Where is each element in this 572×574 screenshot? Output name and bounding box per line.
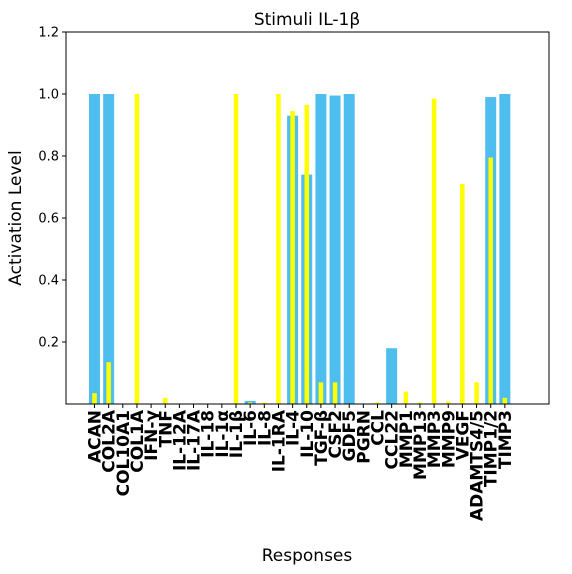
x-tick-label: ADAMTS4/5 bbox=[468, 410, 488, 521]
x-tick-label: VEGF bbox=[453, 410, 473, 460]
y-tick-label: 1.2 bbox=[38, 26, 59, 41]
x-tick-label: COL1A bbox=[128, 409, 148, 473]
y-tick-label: 0.2 bbox=[38, 336, 59, 351]
x-axis: ACANCOL2ACOL10A1COL1AIFN-γTNFIL-12AIL-17… bbox=[86, 404, 516, 521]
x-tick-label: CCL22 bbox=[383, 410, 403, 469]
bar-yellow-26 bbox=[460, 183, 465, 404]
x-tick-label: IL-4 bbox=[284, 410, 304, 446]
bar-yellow-16 bbox=[318, 382, 324, 404]
bar-blue-0 bbox=[89, 94, 100, 404]
x-tick-label: TNF bbox=[156, 410, 176, 447]
bar-yellow-29 bbox=[502, 397, 508, 404]
x-axis-label: Responses bbox=[262, 546, 353, 566]
x-tick-label: PGRN bbox=[354, 410, 374, 464]
bar-blue-21 bbox=[386, 348, 398, 404]
x-tick-label: MMP13 bbox=[411, 410, 431, 480]
bar-yellow-28 bbox=[488, 157, 493, 404]
bar-yellow-22 bbox=[403, 391, 409, 404]
x-tick-label: IL-1β bbox=[227, 410, 247, 458]
x-tick-label: CSF2 bbox=[326, 410, 346, 458]
x-tick-label: IFN-γ bbox=[142, 410, 162, 461]
bar-yellow-5 bbox=[163, 397, 168, 404]
x-tick-label: MMP3 bbox=[425, 410, 445, 468]
x-tick-label: MMP1 bbox=[397, 410, 417, 468]
x-tick-label: IL-17A bbox=[185, 409, 205, 471]
x-tick-label: IL-8 bbox=[255, 410, 275, 446]
bar-yellow-10 bbox=[233, 94, 239, 404]
y-tick-label: 1.0 bbox=[38, 88, 59, 103]
x-tick-label: ACAN bbox=[86, 410, 106, 463]
x-tick-label: IL-12A bbox=[170, 409, 190, 471]
chart-title: Stimuli IL-1β bbox=[254, 10, 360, 30]
y-tick-label: 0.4 bbox=[38, 274, 59, 289]
bar-blue-1 bbox=[103, 94, 115, 404]
x-tick-label: IL-1α bbox=[213, 410, 233, 458]
x-tick-label: MMP9 bbox=[439, 410, 459, 468]
bar-yellow-0 bbox=[92, 393, 97, 404]
y-tick-label: 0.8 bbox=[38, 150, 59, 165]
bar-yellow-20 bbox=[375, 402, 380, 404]
bar-yellow-27 bbox=[474, 382, 479, 404]
bar-yellow-13 bbox=[276, 94, 281, 404]
bar-yellow-24 bbox=[431, 98, 437, 405]
x-tick-label: IL-10 bbox=[298, 410, 318, 458]
bar-yellow-15 bbox=[304, 104, 309, 404]
bar-blue-16 bbox=[315, 94, 327, 404]
bars-group bbox=[89, 94, 511, 405]
bar-blue-18 bbox=[343, 94, 355, 404]
x-tick-label: TIMP3 bbox=[496, 410, 516, 469]
x-tick-label: COL10A1 bbox=[114, 410, 134, 496]
y-axis: 0.2 0.4 0.6 0.8 1.0 1.2 bbox=[38, 26, 66, 351]
bar-blue-29 bbox=[499, 94, 511, 404]
x-tick-label: IL-18 bbox=[199, 410, 219, 458]
x-tick-label: IL-6 bbox=[241, 410, 261, 446]
bar-yellow-3 bbox=[134, 94, 140, 404]
bar-yellow-17 bbox=[332, 382, 338, 404]
bar-blue-17 bbox=[329, 95, 341, 405]
bar-yellow-14 bbox=[290, 111, 295, 405]
x-tick-label: GDF5 bbox=[340, 410, 360, 462]
bar-yellow-11 bbox=[247, 402, 253, 404]
x-tick-label: IL-1RA bbox=[269, 409, 289, 472]
bar-yellow-25 bbox=[446, 401, 451, 404]
y-axis-label: Activation Level bbox=[6, 150, 26, 285]
bar-yellow-12 bbox=[262, 402, 267, 404]
x-tick-label: COL2A bbox=[100, 409, 120, 473]
y-tick-label: 0.6 bbox=[38, 212, 59, 227]
bar-yellow-23 bbox=[417, 402, 423, 404]
x-tick-label: TIMP1/2 bbox=[482, 410, 502, 487]
x-tick-label: TGF-β bbox=[312, 410, 332, 466]
bar-yellow-1 bbox=[106, 362, 111, 404]
x-tick-label: CCL bbox=[369, 410, 389, 446]
